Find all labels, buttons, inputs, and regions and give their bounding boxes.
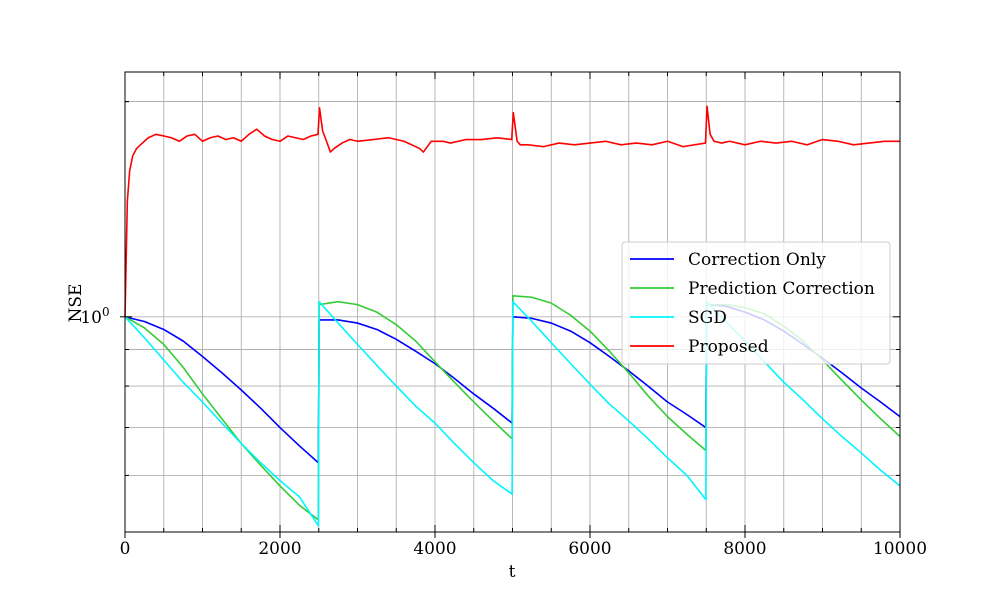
x-axis-label: t <box>509 562 516 582</box>
x-tick-label: 0 <box>120 539 131 559</box>
x-tick-label: 10000 <box>873 539 927 559</box>
legend-label-3: Proposed <box>688 337 769 357</box>
x-tick-label: 8000 <box>723 539 766 559</box>
x-tick-label: 4000 <box>413 539 456 559</box>
legend-box <box>621 241 891 365</box>
legend-label-0: Correction Only <box>688 250 826 270</box>
legend: Correction Only Prediction Correction SGD P… <box>621 241 891 365</box>
y-tick-label-exponent: 0 <box>102 305 110 319</box>
legend-label-2: SGD <box>688 308 727 328</box>
x-tick-label: 6000 <box>568 539 611 559</box>
legend-label-1: Prediction Correction <box>688 279 875 299</box>
y-axis-label: NSE <box>66 284 86 323</box>
series-line-3 <box>124 105 900 317</box>
x-tick-label: 2000 <box>258 539 301 559</box>
